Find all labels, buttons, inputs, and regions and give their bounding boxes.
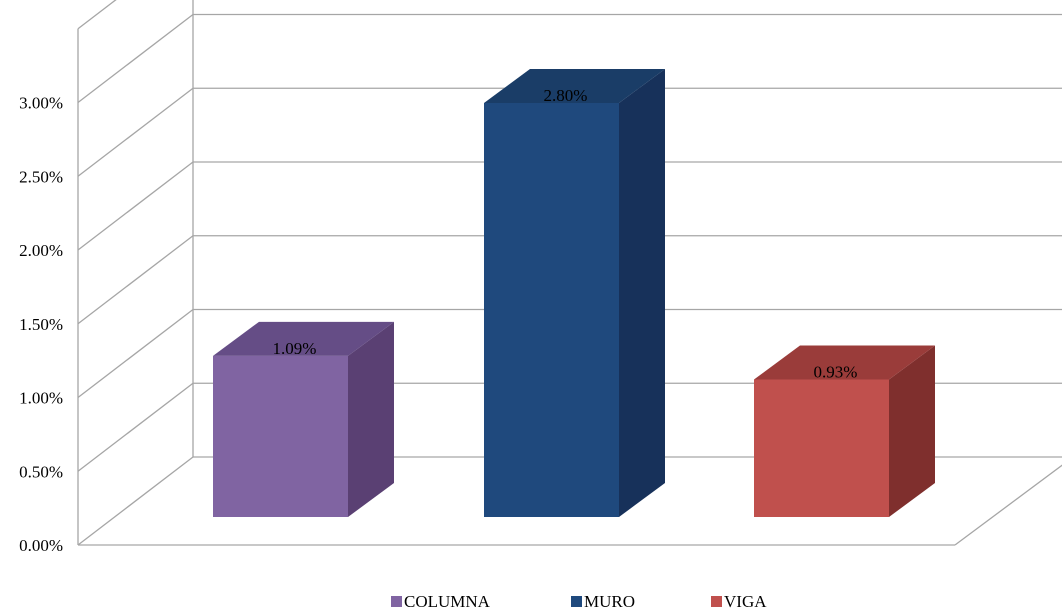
legend-item-viga: VIGA — [711, 592, 767, 611]
side-gridline — [77, 235, 194, 325]
legend-label: MURO — [584, 592, 635, 611]
data-label: 1.09% — [273, 339, 317, 358]
bar-columna — [213, 321, 394, 517]
bar-side — [348, 321, 394, 517]
legend-swatch — [571, 596, 582, 607]
y-tick-label: 3.00% — [19, 94, 63, 113]
bar-top — [213, 321, 394, 356]
y-tick-label: 1.00% — [19, 389, 63, 408]
y-axis: 0.00% 0.50% 1.00% 1.50% 2.00% 2.50% 3.00% — [19, 94, 63, 556]
legend-item-muro: MURO — [571, 592, 635, 611]
legend-label: COLUMNA — [404, 592, 491, 611]
bar-front — [754, 379, 889, 517]
side-gridline — [77, 161, 194, 251]
legend: COLUMNA MURO VIGA — [391, 592, 767, 611]
bar-front — [484, 103, 619, 517]
side-gridline — [77, 13, 194, 104]
data-label: 2.80% — [544, 86, 588, 105]
y-tick-label: 0.50% — [19, 462, 63, 481]
bar-top — [484, 69, 665, 103]
bar-side — [889, 345, 935, 517]
y-tick-label: 0.00% — [19, 536, 63, 555]
y-tick-label: 2.00% — [19, 241, 63, 260]
legend-item-columna: COLUMNA — [391, 592, 491, 611]
legend-swatch — [711, 596, 722, 607]
bar-top — [754, 345, 935, 380]
data-labels: 1.09% 2.80% 0.93% — [273, 86, 858, 381]
bar-muro — [484, 69, 665, 517]
side-gridline — [77, 382, 194, 472]
bar-series — [213, 69, 935, 517]
bar-side — [619, 69, 665, 517]
y-tick-label: 2.50% — [19, 167, 63, 186]
side-gridline — [77, 0, 117, 30]
side-gridline — [77, 456, 194, 546]
legend-swatch — [391, 596, 402, 607]
floor-edge — [954, 464, 1062, 546]
bar-front — [213, 355, 348, 517]
bar-viga — [754, 345, 935, 517]
side-gridline — [77, 308, 194, 399]
legend-label: VIGA — [724, 592, 767, 611]
side-gridline — [77, 87, 194, 177]
data-label: 0.93% — [814, 362, 858, 381]
y-tick-label: 1.50% — [19, 315, 63, 334]
